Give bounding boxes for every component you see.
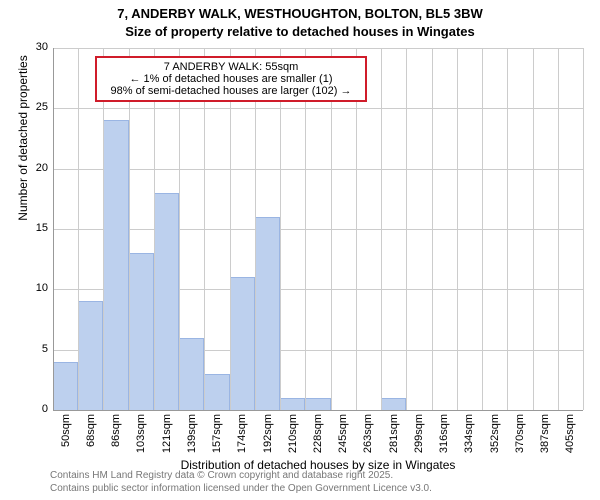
grid-line	[154, 48, 155, 410]
footnote: Contains HM Land Registry data © Crown c…	[50, 470, 432, 495]
x-tick-label: 174sqm	[236, 414, 248, 453]
x-tick-label: 281sqm	[388, 414, 400, 453]
bar	[103, 120, 128, 410]
x-tick-label: 50sqm	[60, 414, 72, 447]
footnote-line2: Contains public sector information licen…	[50, 483, 432, 496]
x-tick-label: 228sqm	[312, 414, 324, 453]
grid-line	[356, 48, 357, 410]
x-tick-label: 210sqm	[287, 414, 299, 453]
x-tick-label: 103sqm	[135, 414, 147, 453]
plot-area: 05101520253050sqm68sqm86sqm103sqm121sqm1…	[53, 48, 583, 410]
x-tick-label: 86sqm	[110, 414, 122, 447]
y-tick-label: 0	[23, 403, 48, 415]
x-tick-label: 157sqm	[211, 414, 223, 453]
x-axis-line	[53, 410, 583, 411]
grid-line	[533, 48, 534, 410]
y-axis-line	[53, 48, 54, 410]
grid-line	[406, 48, 407, 410]
bar	[255, 217, 280, 410]
grid-line	[204, 48, 205, 410]
bar	[230, 277, 255, 410]
grid-line	[507, 48, 508, 410]
annotation-line: 7 ANDERBY WALK: 55sqm	[103, 61, 359, 73]
x-tick-label: 387sqm	[539, 414, 551, 453]
bar	[53, 362, 78, 410]
grid-line	[331, 48, 332, 410]
bar	[280, 398, 305, 410]
x-tick-label: 263sqm	[362, 414, 374, 453]
bar	[78, 301, 103, 410]
grid-line	[179, 48, 180, 410]
bar	[204, 374, 229, 410]
grid-line	[432, 48, 433, 410]
x-tick-label: 352sqm	[489, 414, 501, 453]
x-tick-label: 299sqm	[413, 414, 425, 453]
y-tick-label: 30	[23, 41, 48, 53]
grid-line	[305, 48, 306, 410]
histogram-chart: 7, ANDERBY WALK, WESTHOUGHTON, BOLTON, B…	[0, 0, 600, 500]
x-tick-label: 245sqm	[337, 414, 349, 453]
x-tick-label: 334sqm	[463, 414, 475, 453]
annotation-line: ← 1% of detached houses are smaller (1)	[103, 73, 359, 85]
y-tick-label: 15	[23, 222, 48, 234]
grid-line	[558, 48, 559, 410]
x-tick-label: 192sqm	[262, 414, 274, 453]
x-tick-label: 316sqm	[438, 414, 450, 453]
grid-line	[482, 48, 483, 410]
grid-line	[457, 48, 458, 410]
grid-line	[103, 48, 104, 410]
grid-line	[53, 48, 583, 49]
grid-line	[255, 48, 256, 410]
annotation-box: 7 ANDERBY WALK: 55sqm← 1% of detached ho…	[95, 56, 367, 102]
grid-line	[53, 169, 583, 170]
grid-line	[78, 48, 79, 410]
y-tick-label: 25	[23, 101, 48, 113]
grid-line	[583, 48, 584, 410]
chart-title-line2: Size of property relative to detached ho…	[0, 24, 600, 39]
y-tick-label: 5	[23, 343, 48, 355]
grid-line	[129, 48, 130, 410]
bar	[179, 338, 204, 410]
bar	[381, 398, 406, 410]
grid-line	[381, 48, 382, 410]
annotation-line: 98% of semi-detached houses are larger (…	[103, 85, 359, 97]
y-tick-label: 10	[23, 282, 48, 294]
grid-line	[280, 48, 281, 410]
chart-title-line1: 7, ANDERBY WALK, WESTHOUGHTON, BOLTON, B…	[0, 6, 600, 21]
footnote-line1: Contains HM Land Registry data © Crown c…	[50, 470, 432, 483]
bar	[154, 193, 179, 410]
x-tick-label: 68sqm	[85, 414, 97, 447]
y-tick-label: 20	[23, 162, 48, 174]
grid-line	[53, 108, 583, 109]
bar	[305, 398, 330, 410]
x-tick-label: 121sqm	[161, 414, 173, 453]
x-tick-label: 405sqm	[564, 414, 576, 453]
x-tick-label: 370sqm	[514, 414, 526, 453]
bar	[129, 253, 154, 410]
x-tick-label: 139sqm	[186, 414, 198, 453]
grid-line	[230, 48, 231, 410]
grid-line	[53, 229, 583, 230]
